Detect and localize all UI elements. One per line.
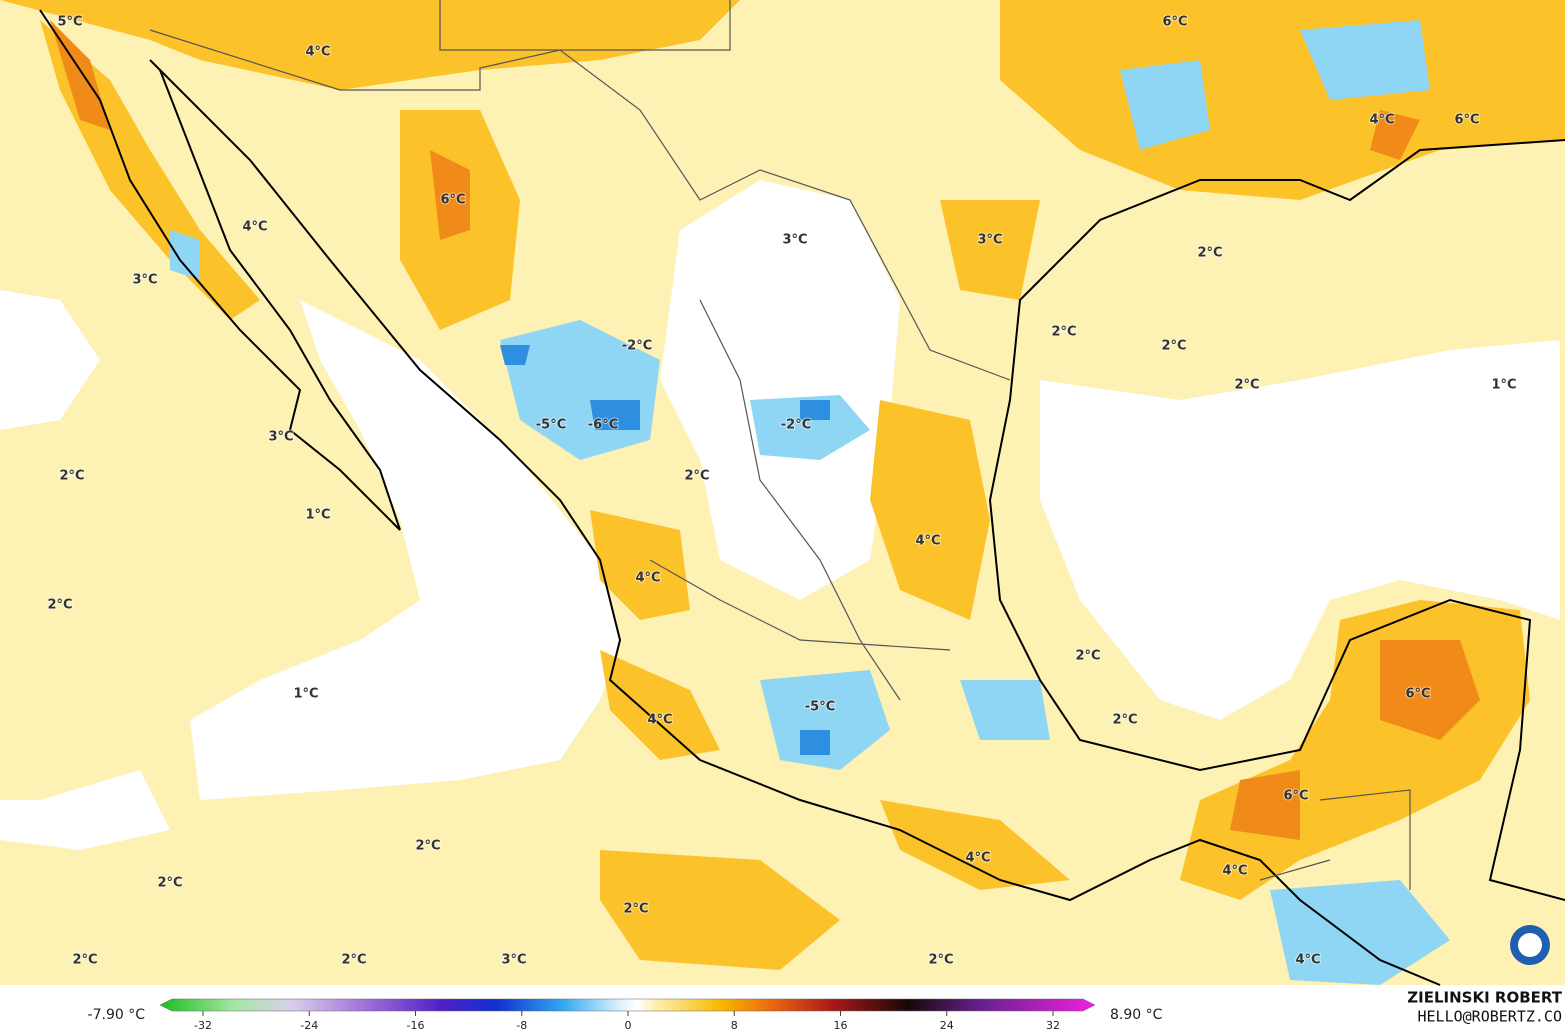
contour-label: 2°C [72, 953, 97, 968]
contour-label: 4°C [1222, 864, 1247, 879]
contour-label: 4°C [305, 45, 330, 60]
contour-label: 4°C [915, 534, 940, 549]
colorbar-ramp [159, 998, 1096, 1012]
contour-label: 2°C [1112, 713, 1137, 728]
noaa-logo [1510, 925, 1550, 965]
contour-label: 4°C [635, 571, 660, 586]
contour-label: 4°C [647, 713, 672, 728]
contour-label: 2°C [59, 469, 84, 484]
contour-label: 6°C [1283, 789, 1308, 804]
contour-label: 6°C [1405, 687, 1430, 702]
contour-label: 2°C [684, 469, 709, 484]
colorbar-tick-label: -16 [407, 1019, 425, 1032]
contour-label: 2°C [47, 598, 72, 613]
contour-label: 2°C [157, 876, 182, 891]
contour-label: 3°C [268, 430, 293, 445]
contour-label: 6°C [1162, 15, 1187, 30]
contour-label: 5°C [57, 15, 82, 30]
contour-label: 6°C [1454, 113, 1479, 128]
contour-label: 1°C [1491, 378, 1516, 393]
contour-label: -2°C [622, 339, 652, 354]
contour-label: 4°C [1295, 953, 1320, 968]
contour-label: 4°C [965, 851, 990, 866]
borders [149, 0, 1411, 890]
contour-label: 1°C [293, 687, 318, 702]
colorbar-max: 8.90 °C [1110, 1007, 1163, 1023]
contour-label: 2°C [415, 839, 440, 854]
contour-label: 6°C [440, 193, 465, 208]
colorbar-tick-label: 8 [731, 1019, 738, 1032]
cold-areas [500, 345, 830, 755]
contour-label: 2°C [1234, 378, 1259, 393]
colorbar-tick-label: 24 [940, 1019, 954, 1032]
contour-label: 2°C [341, 953, 366, 968]
coastline [39, 9, 1565, 986]
colorbar-tick-label: 16 [834, 1019, 848, 1032]
contour-label: 2°C [1197, 246, 1222, 261]
contour-label: 2°C [1075, 649, 1100, 664]
map: 5°C 4°C 6°C 4°C 6°C 6°C 4°C 3°C 3°C 3°C 2°C 2°C 2°C -… [0, 0, 1565, 986]
colorbar-tick-label: -8 [516, 1019, 527, 1032]
credit-name: ZIELINSKI ROBERT [1407, 989, 1562, 1007]
contour-label: 4°C [1369, 113, 1394, 128]
colorbar-min: -7.90 °C [88, 1007, 146, 1023]
contour-label: 3°C [132, 273, 157, 288]
contour-label: 2°C [928, 953, 953, 968]
contour-label: 4°C [242, 220, 267, 235]
white-areas [0, 180, 1560, 850]
contour-label: 2°C [1161, 339, 1186, 354]
contour-label: 1°C [305, 508, 330, 523]
contour-label: -2°C [781, 418, 811, 433]
credit-email: HELLO@ROBERTZ.CO [1418, 1008, 1563, 1026]
contour-labels: 5°C 4°C 6°C 4°C 6°C 6°C 4°C 3°C 3°C 3°C 2°C 2°C 2°C -… [46, 14, 1517, 969]
contour-label: 3°C [501, 953, 526, 968]
contour-label: -5°C [536, 418, 566, 433]
contour-label: 3°C [782, 233, 807, 248]
contour-label: 3°C [977, 233, 1002, 248]
colorbar-tick-label: -24 [300, 1019, 318, 1032]
colorbar-tick-label: 0 [625, 1019, 632, 1032]
colorbar: -7.90 °C 8.90 °C -32 -24 -16 -8 0 8 16 24 32 [88, 998, 1163, 1032]
contour-label: -6°C [588, 418, 618, 433]
colorbar-tick-label: 32 [1046, 1019, 1060, 1032]
contour-label: -5°C [805, 700, 835, 715]
contour-label: 2°C [1051, 325, 1076, 340]
colorbar-tick-label: -32 [194, 1019, 212, 1032]
contour-label: 2°C [623, 902, 648, 917]
